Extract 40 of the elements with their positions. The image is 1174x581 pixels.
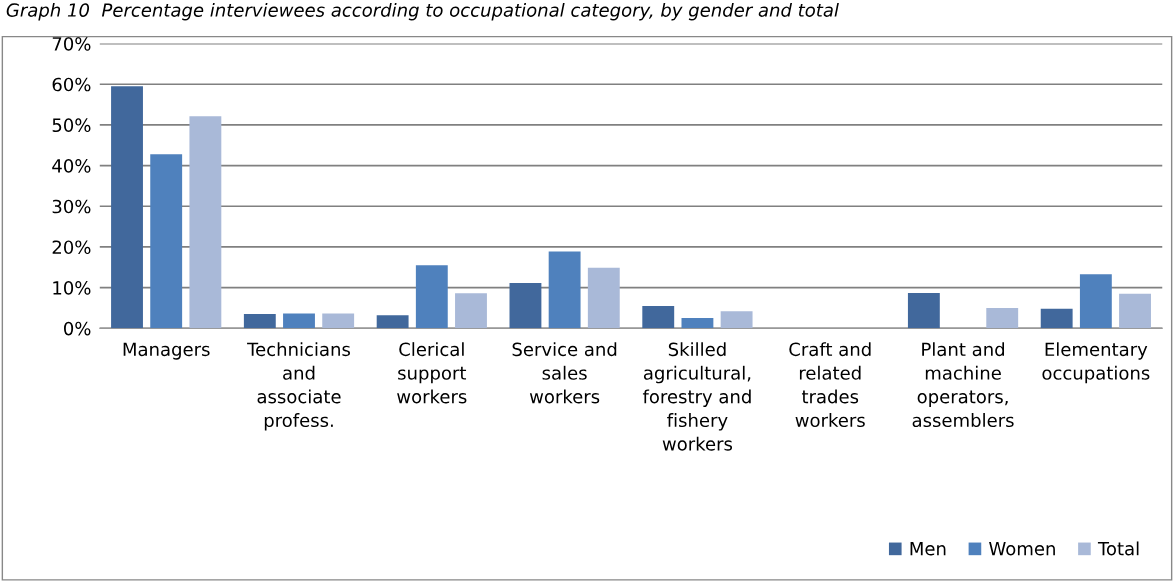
x-tick-label: Service and sales workers: [512, 342, 617, 404]
bar: [376, 315, 409, 329]
bar: [509, 283, 542, 329]
legend-label: Total: [1097, 541, 1139, 556]
bar: [907, 292, 940, 329]
x-tick-label: Managers: [123, 342, 210, 360]
bar: [587, 267, 620, 329]
y-tick-label: 50%: [52, 118, 91, 133]
bar: [986, 307, 1019, 329]
x-tick-label: Technicians and associate profess.: [247, 342, 350, 431]
bar: [243, 314, 276, 329]
bar: [283, 313, 315, 329]
x-tick-label: Plant and machine operators, assemblers: [912, 342, 1014, 428]
x-tick-label: Craft and related trades workers: [789, 342, 871, 428]
y-tick-label: 70%: [52, 37, 91, 51]
x-tick-label: Skilled agricultural, forestry and fishery workers: [642, 342, 751, 451]
y-tick-label: 40%: [52, 159, 91, 173]
bar: [150, 154, 183, 329]
bar: [455, 293, 487, 329]
y-tick-label: 30%: [52, 199, 91, 214]
bar: [322, 313, 355, 329]
bar: [681, 318, 714, 329]
bar: [642, 305, 675, 329]
x-tick-label: Elementary occupations: [1042, 342, 1150, 384]
y-tick-label: 10%: [53, 281, 91, 295]
y-tick-label: 0%: [64, 321, 91, 336]
bar: [1119, 293, 1151, 329]
bar: [189, 116, 222, 329]
bar: [1079, 274, 1112, 329]
x-tick-label: Clerical support workers: [397, 342, 467, 404]
bar: [548, 251, 581, 329]
y-tick-label: 60%: [52, 77, 91, 92]
bar: [720, 311, 753, 329]
bar: [1040, 308, 1073, 329]
y-tick-label: 20%: [52, 240, 91, 255]
legend-label: Women: [989, 542, 1055, 556]
legend-label: Men: [910, 542, 946, 556]
bar: [111, 86, 143, 329]
bar: [415, 265, 448, 329]
chart-title: Graph 10 Percentage interviewees according to occupational category, by gender and total: [6, 2, 839, 21]
